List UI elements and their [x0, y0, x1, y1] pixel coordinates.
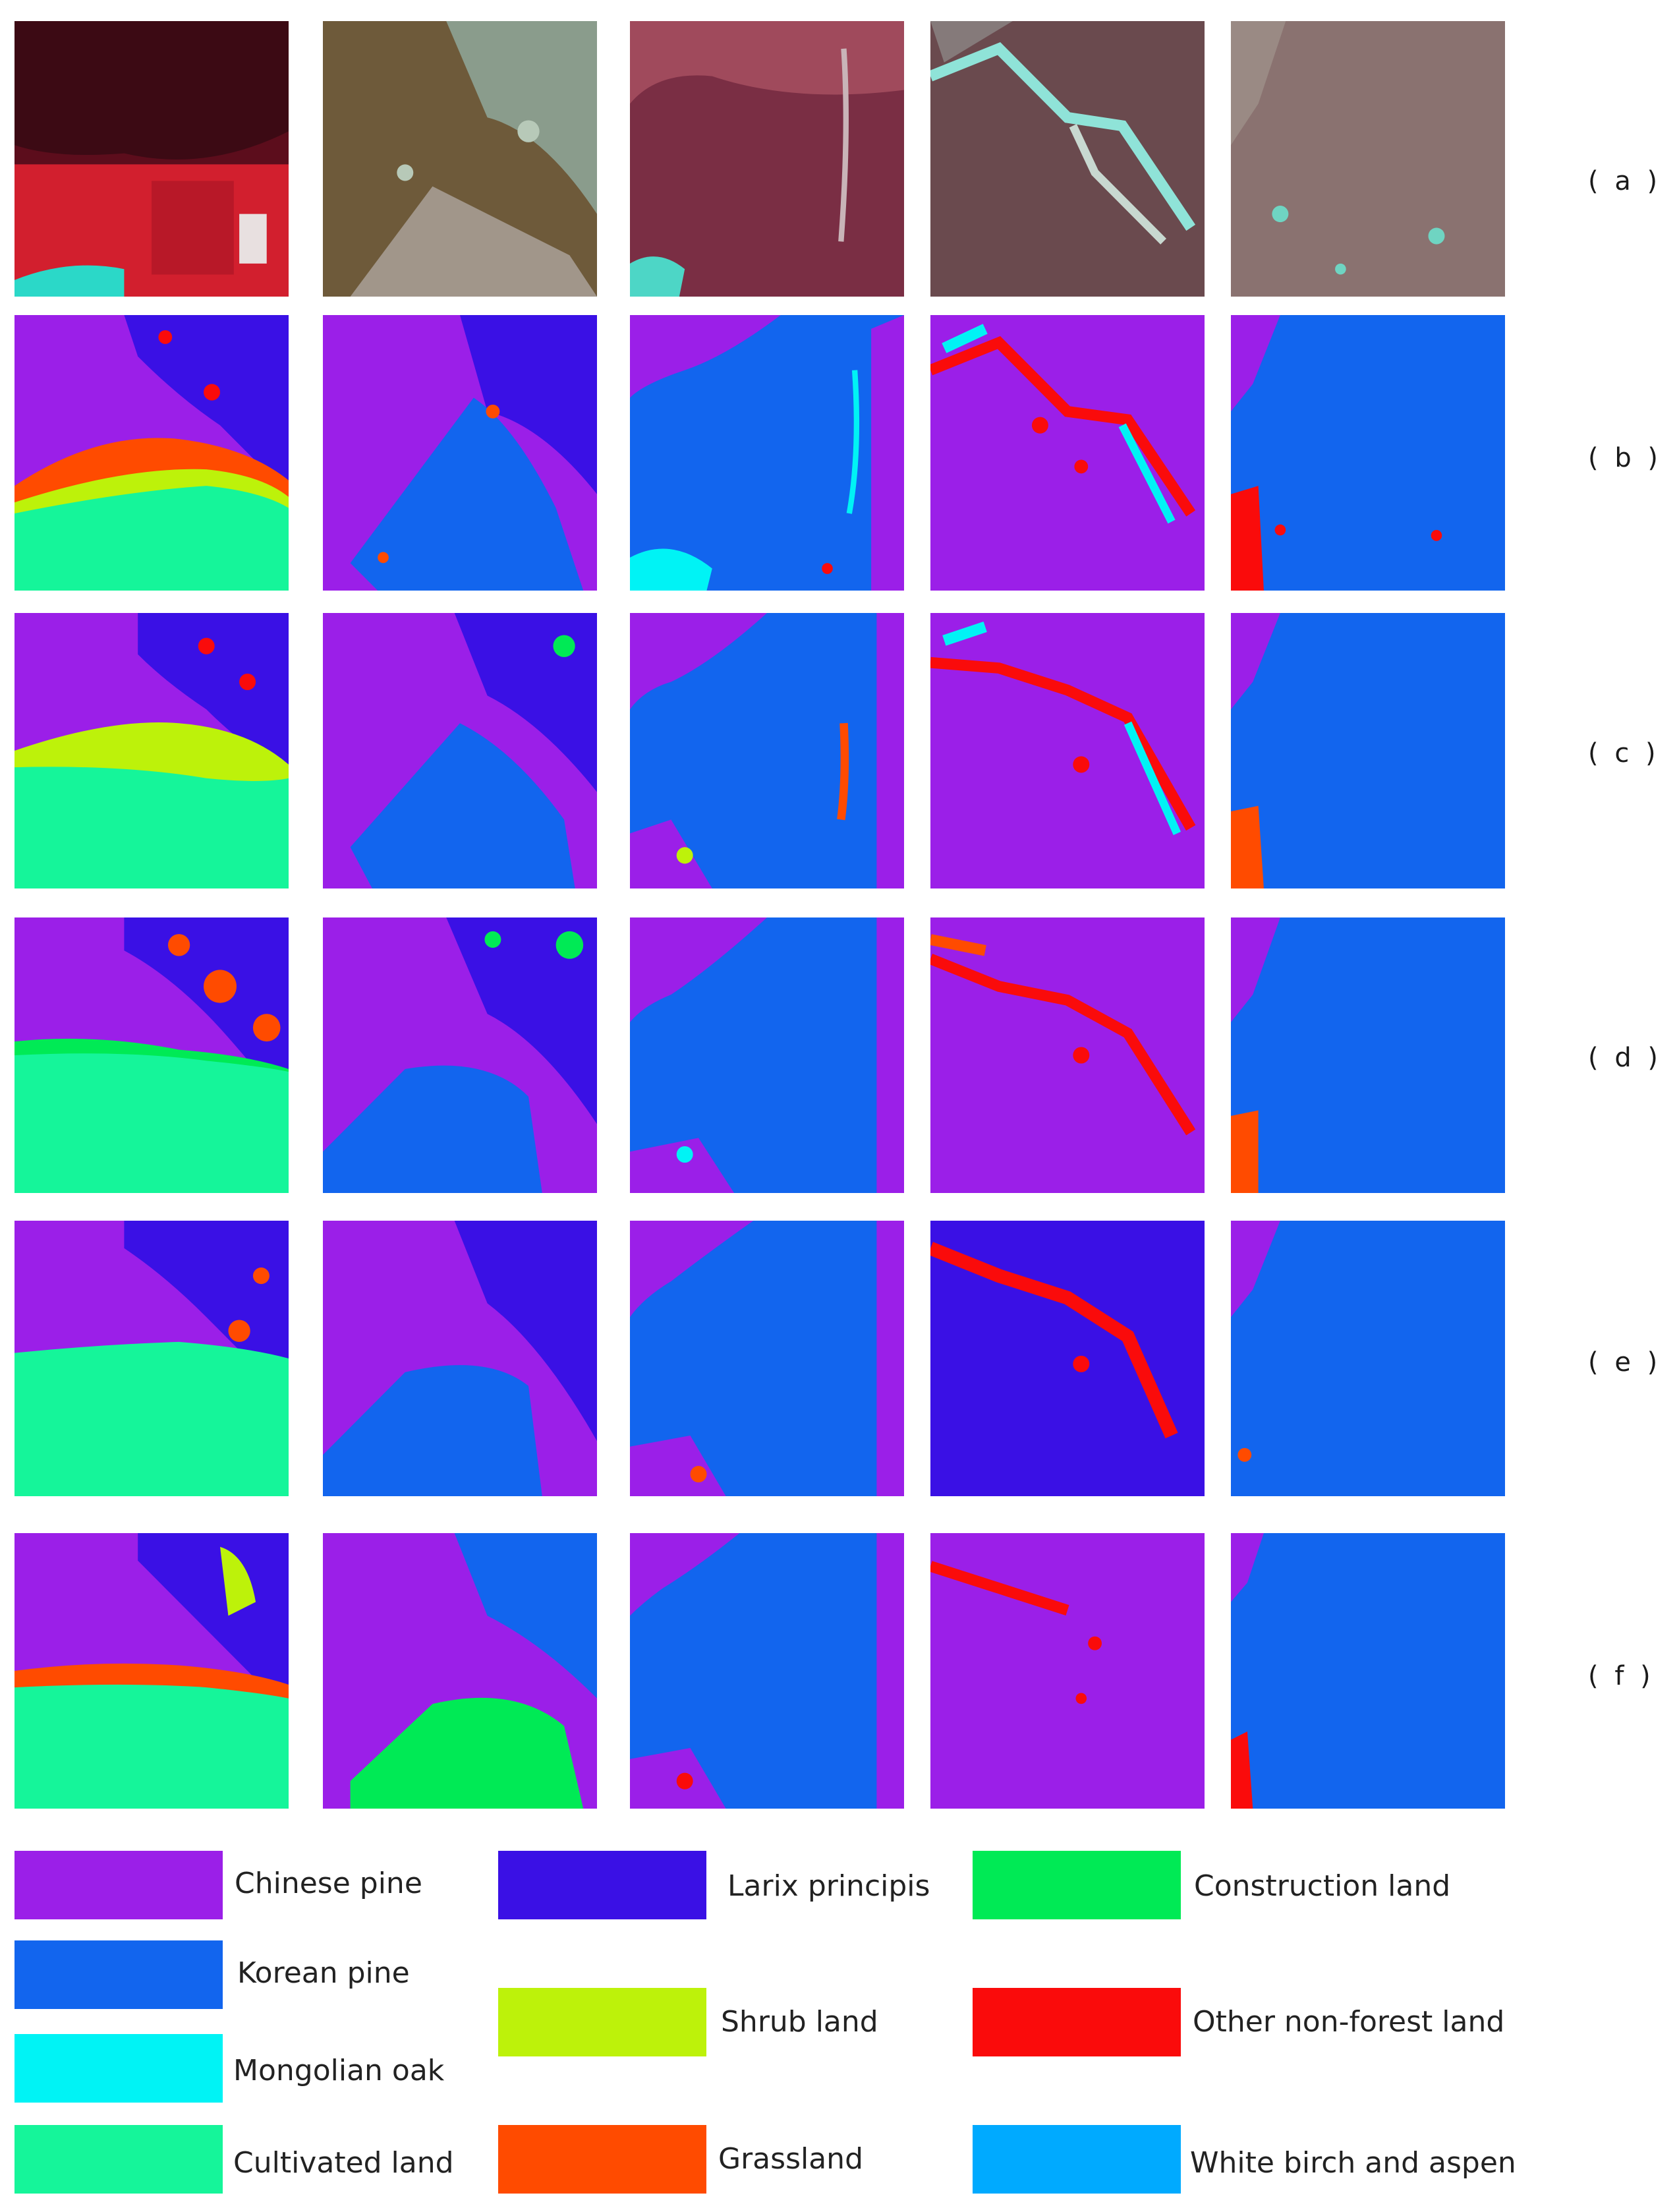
legend-swatch-cultivated-land: [14, 2125, 223, 2194]
row-label-e: ( e ): [1588, 1347, 1662, 1378]
legend-label-cultivated-land: Cultivated land: [233, 2146, 454, 2180]
classification-row-e-col1: [14, 1221, 289, 1496]
row-label-f: ( f ): [1588, 1661, 1655, 1691]
row-label-c: ( c ): [1588, 738, 1660, 769]
legend-swatch-grassland: [498, 2125, 706, 2194]
legend-label-chinese-pine: Chinese pine: [235, 1867, 422, 1900]
classification-row-f-col4: [930, 1533, 1205, 1809]
classification-row-e-col3: [630, 1221, 904, 1496]
classification-row-b-col4: [930, 315, 1205, 591]
classification-row-d-col4: [930, 917, 1205, 1193]
imagery-row-a-col1: [14, 21, 289, 297]
row-label-d: ( d ): [1588, 1043, 1663, 1073]
legend-swatch-mongolian-oak: [14, 2034, 223, 2103]
legend-label-grassland: Grassland: [718, 2142, 863, 2176]
legend-swatch-white-birch-and-aspen: [973, 2125, 1181, 2194]
legend-swatch-other-non-forest-land: [973, 1988, 1181, 2056]
classification-row-b-col1: [14, 315, 289, 591]
img-water: [14, 265, 125, 297]
legend-swatch-construction-land: [973, 1851, 1181, 1919]
classification-row-c-col2: [323, 613, 597, 888]
img-forest: [14, 21, 289, 160]
classification-row-f-col5: [1231, 1533, 1505, 1809]
imagery-row-a-col5: [1231, 21, 1505, 297]
row-label-a: ( a ): [1588, 166, 1662, 196]
classification-row-c-col4: [930, 613, 1205, 888]
legend-swatch-korean-pine: [14, 1940, 223, 2009]
legend-swatch-shrub-land: [498, 1988, 706, 2056]
classification-row-d-col5: [1231, 917, 1505, 1193]
legend-label-other-non-forest-land: Other non-forest land: [1193, 2005, 1505, 2039]
classification-row-f-col2: [323, 1533, 597, 1809]
classification-row-b-col3: [630, 315, 904, 591]
imagery-row-a-col2: [323, 21, 597, 297]
classification-row-e-col5: [1231, 1221, 1505, 1496]
legend-label-white-birch-and-aspen: White birch and aspen: [1190, 2146, 1516, 2180]
imagery-row-a-col4: [930, 21, 1205, 297]
classification-row-c-col1: [14, 613, 289, 888]
classification-row-d-col1: [14, 917, 289, 1193]
classification-row-f-col1: [14, 1533, 289, 1809]
legend-label-larix-principis: Larix principis: [727, 1869, 930, 1903]
legend-label-shrub-land: Shrub land: [721, 2005, 878, 2039]
row-label-b: ( b ): [1588, 443, 1663, 473]
classification-row-c-col5: [1231, 613, 1505, 888]
classification-row-e-col2: [323, 1221, 597, 1496]
classification-row-c-col3: [630, 613, 904, 888]
classification-row-d-col3: [630, 917, 904, 1193]
classification-row-e-col4: [930, 1221, 1205, 1496]
legend-label-construction-land: Construction land: [1194, 1869, 1451, 1903]
img-building: [239, 214, 267, 264]
classification-row-b-col5: [1231, 315, 1505, 591]
legend-label-mongolian-oak: Mongolian oak: [233, 2054, 445, 2087]
classification-row-f-col3: [630, 1533, 904, 1809]
classification-row-b-col2: [323, 315, 597, 591]
img-field-lines: [152, 181, 234, 275]
legend-label-korean-pine: Korean pine: [237, 1956, 410, 1990]
legend-swatch-larix-principis: [498, 1851, 706, 1919]
classification-row-d-col2: [323, 917, 597, 1193]
imagery-row-a-col3: [630, 21, 904, 297]
legend-swatch-chinese-pine: [14, 1851, 223, 1919]
